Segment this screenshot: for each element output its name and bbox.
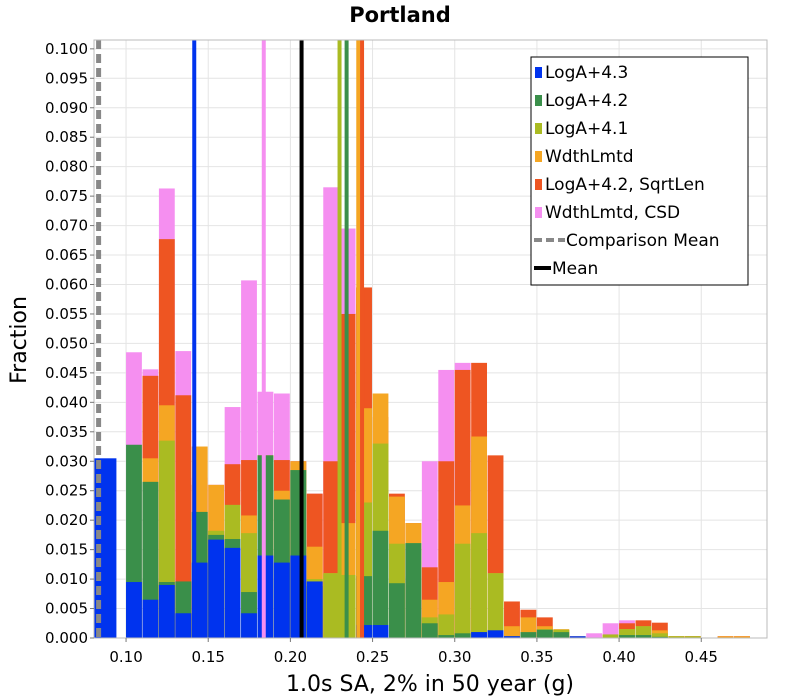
y-tick-label: 0.000 [45, 629, 88, 647]
y-tick-label: 0.070 [45, 217, 88, 235]
histogram-bar [651, 633, 668, 638]
x-axis-title: 1.0s SA, 2% in 50 year (g) [286, 672, 574, 697]
histogram-bar [273, 562, 290, 638]
legend-label-loga-4-1: LogA+4.1 [545, 119, 628, 139]
histogram-bar [651, 636, 668, 638]
y-tick-label: 0.045 [45, 364, 88, 382]
legend-swatch-loga-4-1 [535, 123, 542, 134]
y-tick-label: 0.065 [45, 246, 88, 264]
x-tick-label: 0.15 [192, 648, 225, 666]
histogram-bar [241, 613, 257, 638]
histogram-bar [438, 635, 455, 638]
legend-label-wdthlmtd: WdthLmtd [545, 147, 634, 167]
histogram-bar [602, 634, 619, 638]
legend-label-loga-4-3: LogA+4.3 [545, 63, 628, 83]
histogram-bar [372, 625, 389, 638]
histogram-bar [668, 636, 685, 638]
histogram-bar [306, 581, 323, 638]
histogram-bar [717, 636, 734, 638]
histogram-bar [487, 573, 504, 638]
histogram-bar [536, 629, 553, 638]
legend-swatch-loga-4-3 [535, 67, 542, 78]
x-axis-ticks: 0.10 0.15 0.20 0.25 0.30 0.35 0.40 0.45 [109, 638, 718, 666]
legend: LogA+4.3 LogA+4.2 LogA+4.1 WdthLmtd LogA+4.2… [530, 56, 749, 286]
histogram-bar [290, 555, 307, 638]
y-tick-label: 0.040 [45, 393, 88, 411]
y-tick-label: 0.100 [45, 40, 88, 58]
x-tick-label: 0.25 [356, 648, 389, 666]
histogram-bar [454, 543, 471, 638]
x-tick-label: 0.20 [274, 648, 307, 666]
y-tick-label: 0.020 [45, 511, 88, 529]
histogram-bar [635, 626, 652, 638]
y-tick-label: 0.085 [45, 128, 88, 146]
histogram-bar [635, 635, 652, 638]
y-tick-label: 0.015 [45, 541, 88, 559]
histogram-bar [175, 395, 192, 638]
y-axis-ticks: 0.000 0.005 0.010 0.015 0.020 0.025 0.030 0.035… [45, 40, 94, 647]
histogram-bar [504, 636, 520, 638]
y-tick-label: 0.075 [45, 187, 88, 205]
histogram-bar [504, 626, 520, 638]
y-tick-label: 0.035 [45, 423, 88, 441]
histogram-bar [389, 583, 405, 638]
histogram-bar [487, 630, 504, 638]
legend-label-mean: Mean [552, 259, 598, 279]
y-tick-label: 0.010 [45, 570, 88, 588]
y-tick-label: 0.090 [45, 99, 88, 117]
legend-swatch-wdthlmtd-csd [535, 207, 542, 218]
y-tick-label: 0.095 [45, 69, 88, 87]
legend-label-wdthlmtd-csd: WdthLmtd, CSD [545, 203, 680, 223]
histogram-bar [405, 543, 422, 638]
legend-swatch-wdthlmtd [535, 151, 542, 162]
histogram-bar [323, 573, 340, 638]
histogram-bar [520, 632, 537, 638]
legend-box [530, 56, 749, 286]
y-tick-label: 0.025 [45, 482, 88, 500]
x-tick-label: 0.30 [438, 648, 471, 666]
legend-label-loga-4-2: LogA+4.2 [545, 91, 628, 111]
mean-lines [96, 40, 365, 638]
histogram-bar [454, 633, 471, 638]
legend-swatch-loga-4-2 [535, 95, 542, 106]
histogram-bar [142, 481, 159, 638]
y-tick-label: 0.050 [45, 334, 88, 352]
histogram-bar [619, 635, 635, 638]
x-tick-label: 0.35 [520, 648, 553, 666]
legend-swatch-loga-4-2-sqrtlen [535, 179, 542, 190]
histogram-bar [602, 623, 619, 638]
histogram-bar [619, 629, 635, 638]
x-tick-label: 0.10 [109, 648, 142, 666]
histogram-bar [471, 533, 488, 638]
histogram-bar [569, 636, 586, 638]
x-tick-label: 0.40 [602, 648, 635, 666]
plot-frame [93, 39, 768, 639]
histogram-bar [372, 530, 389, 638]
histogram-bar [142, 599, 159, 638]
y-tick-label: 0.060 [45, 276, 88, 294]
histogram-bar [586, 633, 603, 638]
y-tick-label: 0.080 [45, 158, 88, 176]
y-axis-title: Fraction [7, 296, 32, 384]
histogram-bar [684, 636, 701, 638]
histogram-bar [438, 614, 455, 638]
y-tick-label: 0.005 [45, 600, 88, 618]
histogram-bar [158, 584, 175, 638]
histogram-bar [734, 636, 750, 638]
chart-title: Portland [349, 3, 451, 27]
histogram-bar [175, 613, 192, 638]
histogram-bar [471, 632, 488, 638]
legend-label-comparison-mean: Comparison Mean [566, 231, 720, 251]
legend-label-loga-4-2-sqrtlen: LogA+4.2, SqrtLen [545, 175, 705, 195]
histogram-bar [208, 539, 225, 638]
y-tick-label: 0.055 [45, 305, 88, 323]
histogram-bar [553, 632, 570, 638]
histogram-bar [421, 623, 438, 638]
y-tick-label: 0.030 [45, 452, 88, 470]
histogram-bar [224, 547, 241, 638]
histogram-bar [126, 582, 142, 638]
x-tick-label: 0.45 [685, 648, 718, 666]
